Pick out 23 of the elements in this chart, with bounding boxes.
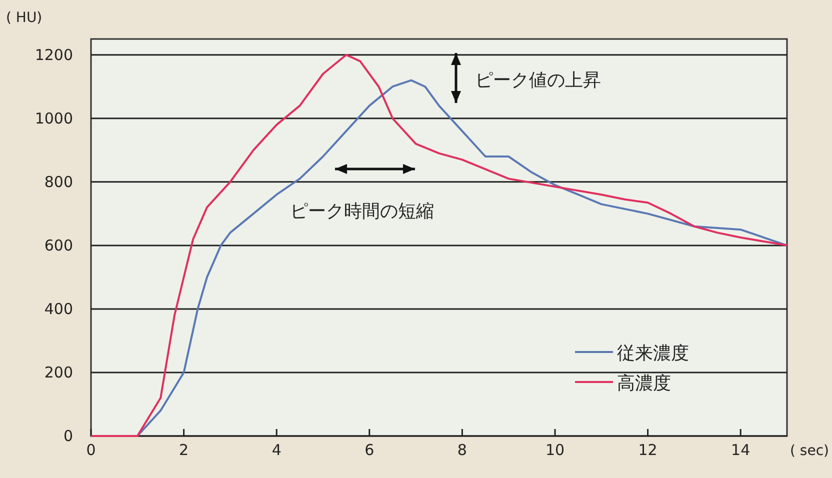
x-tick-label: 12: [638, 441, 658, 459]
y-tick-label: 1000: [34, 109, 73, 128]
x-tick-label: 0: [86, 441, 96, 459]
annotation: ピーク値の上昇: [475, 70, 601, 91]
x-tick-label: 6: [364, 441, 374, 459]
x-tick-label: 8: [457, 441, 467, 459]
y-tick-label: 1200: [34, 46, 73, 64]
x-axis-title: ( sec): [790, 443, 829, 459]
legend-item: 高濃度: [575, 373, 671, 394]
legend-label: 従来濃度: [617, 343, 689, 364]
y-tick-label: 400: [44, 300, 73, 318]
legend-label: 高濃度: [617, 373, 671, 394]
annotation: ピーク時間の短縮: [290, 201, 434, 222]
legend-item: 従来濃度: [575, 343, 689, 364]
y-tick-label: 600: [44, 236, 73, 254]
x-tick-label: 2: [179, 441, 189, 459]
x-tick-label: 10: [545, 441, 565, 459]
y-tick-label: 800: [44, 172, 73, 191]
y-tick-label: 0: [63, 427, 73, 445]
y-axis-title: ( HU): [6, 10, 42, 26]
x-tick-label: 14: [731, 441, 750, 459]
y-tick-label: 200: [44, 363, 73, 382]
x-tick-label: 4: [272, 441, 282, 459]
